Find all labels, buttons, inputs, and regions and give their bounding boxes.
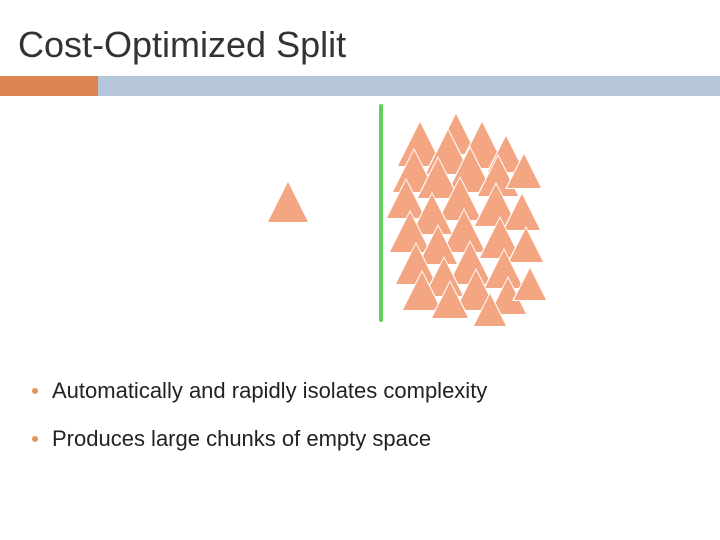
bullet-dot: [32, 436, 38, 442]
bullet-text: Produces large chunks of empty space: [52, 426, 431, 452]
bullet-item: Automatically and rapidly isolates compl…: [32, 378, 487, 404]
slide-title: Cost-Optimized Split: [18, 24, 346, 66]
split-line: [379, 104, 383, 322]
diagram: [0, 100, 720, 350]
bullet-dot: [32, 388, 38, 394]
bullet-list: Automatically and rapidly isolates compl…: [32, 378, 487, 474]
bullet-item: Produces large chunks of empty space: [32, 426, 487, 452]
accent-blue: [98, 76, 720, 96]
bullet-text: Automatically and rapidly isolates compl…: [52, 378, 487, 404]
accent-orange: [0, 76, 98, 96]
accent-bar: [0, 76, 720, 96]
